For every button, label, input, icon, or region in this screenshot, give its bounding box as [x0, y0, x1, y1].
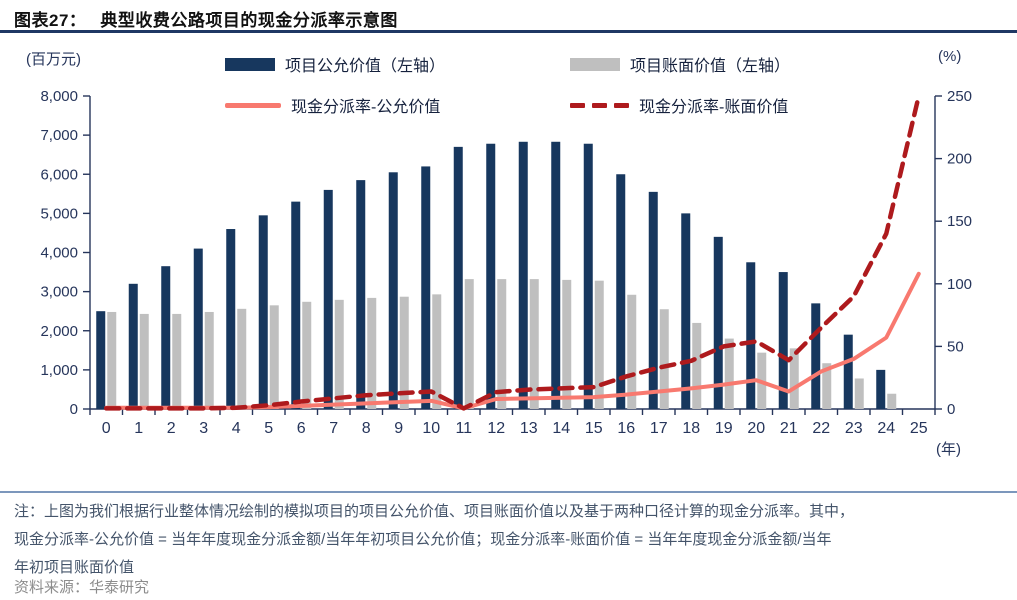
svg-text:250: 250: [947, 88, 972, 105]
payout-rate-book-line: [104, 93, 921, 411]
svg-text:20: 20: [747, 420, 765, 437]
svg-text:50: 50: [947, 338, 964, 355]
figure-title: 图表27： 典型收费公路项目的现金分派率示意图: [14, 6, 1004, 31]
svg-text:7,000: 7,000: [40, 127, 78, 144]
fair-value-bars: [96, 141, 886, 410]
legend-item-payout-fair-line: 现金分派率-公允价值: [225, 93, 440, 117]
svg-text:23: 23: [845, 420, 863, 437]
svg-text:9: 9: [394, 420, 403, 437]
svg-text:100: 100: [947, 276, 972, 293]
right-axis-ticks: 0 50 100 150 200 250: [935, 88, 972, 418]
svg-text:22: 22: [812, 420, 830, 437]
svg-text:5: 5: [264, 420, 273, 437]
svg-text:2: 2: [167, 420, 176, 437]
svg-text:6: 6: [297, 420, 306, 437]
legend-item-payout-book-line: 现金分派率-账面价值: [570, 93, 788, 117]
svg-text:12: 12: [487, 420, 505, 437]
x-axis-ticks: 0 1 2 3 4 5 6 7 8 9 10 11 12 13 14 15 16 17 18 19 20 21 22 23 24…: [89, 409, 936, 437]
legend-label: 项目公允价值（左轴）: [285, 58, 446, 75]
svg-text:6,000: 6,000: [40, 166, 78, 183]
svg-text:200: 200: [947, 151, 972, 168]
svg-text:25: 25: [910, 420, 928, 437]
svg-text:3,000: 3,000: [40, 284, 78, 301]
svg-text:10: 10: [422, 420, 440, 437]
svg-text:8,000: 8,000: [40, 88, 78, 105]
legend-label: 现金分派率-公允价值: [291, 99, 441, 116]
svg-text:3: 3: [199, 420, 208, 437]
note-separator: [0, 491, 1017, 493]
svg-text:2,000: 2,000: [40, 323, 78, 340]
svg-text:8: 8: [362, 420, 371, 437]
right-axis-unit: (%): [938, 48, 962, 65]
fair-value-bar-swatch: [225, 57, 275, 71]
svg-text:0: 0: [947, 401, 955, 418]
svg-text:24: 24: [877, 420, 895, 437]
svg-text:7: 7: [329, 420, 338, 437]
legend-label: 现金分派率-账面价值: [639, 99, 789, 116]
axes: [89, 96, 936, 410]
note-line: 现金分派率-公允价值 = 当年年度现金分派金额/当年年初项目公允价值；现金分派率…: [14, 531, 832, 548]
payout-fair-line-swatch: [225, 102, 281, 108]
svg-text:18: 18: [682, 420, 700, 437]
legend-item-book-value-bar: 项目账面价值（左轴）: [570, 52, 790, 76]
svg-text:19: 19: [715, 420, 733, 437]
figure-title-text: 典型收费公路项目的现金分派率示意图: [100, 11, 398, 30]
svg-text:0: 0: [70, 401, 78, 418]
svg-text:15: 15: [585, 420, 603, 437]
left-axis-unit: (百万元): [26, 51, 81, 68]
svg-text:4,000: 4,000: [40, 245, 78, 262]
svg-text:13: 13: [520, 420, 538, 437]
figure-number-label: 图表27：: [14, 11, 87, 30]
svg-text:14: 14: [552, 420, 570, 437]
legend-item-fair-value-bar: 项目公允价值（左轴）: [225, 52, 445, 76]
payout-book-dashed-swatch: [570, 102, 629, 108]
book-value-bar-swatch: [570, 57, 620, 71]
svg-text:1: 1: [134, 420, 143, 437]
svg-text:1,000: 1,000: [40, 362, 78, 379]
x-axis-unit: (年): [936, 441, 961, 458]
note-line: 注：上图为我们根据行业整体情况绘制的模拟项目的项目公允价值、项目账面价值以及基于…: [14, 503, 855, 520]
source-line: 资料来源：华泰研究: [14, 579, 150, 596]
svg-text:11: 11: [455, 420, 472, 437]
combo-chart: 0 1,000 2,000 3,000 4,000 5,000 6,000 7,000 8,00…: [40, 88, 972, 437]
note-line: 年初项目账面价值: [14, 559, 135, 576]
svg-text:0: 0: [102, 420, 111, 437]
left-axis-ticks: 0 1,000 2,000 3,000 4,000 5,000 6,000 7,000 8,00…: [40, 88, 90, 418]
svg-text:5,000: 5,000: [40, 205, 78, 222]
title-underline: [0, 30, 1017, 33]
svg-text:17: 17: [650, 420, 668, 437]
svg-text:150: 150: [947, 213, 972, 230]
svg-text:16: 16: [617, 420, 635, 437]
svg-text:21: 21: [780, 420, 798, 437]
svg-text:4: 4: [232, 420, 241, 437]
legend-label: 项目账面价值（左轴）: [630, 58, 791, 75]
